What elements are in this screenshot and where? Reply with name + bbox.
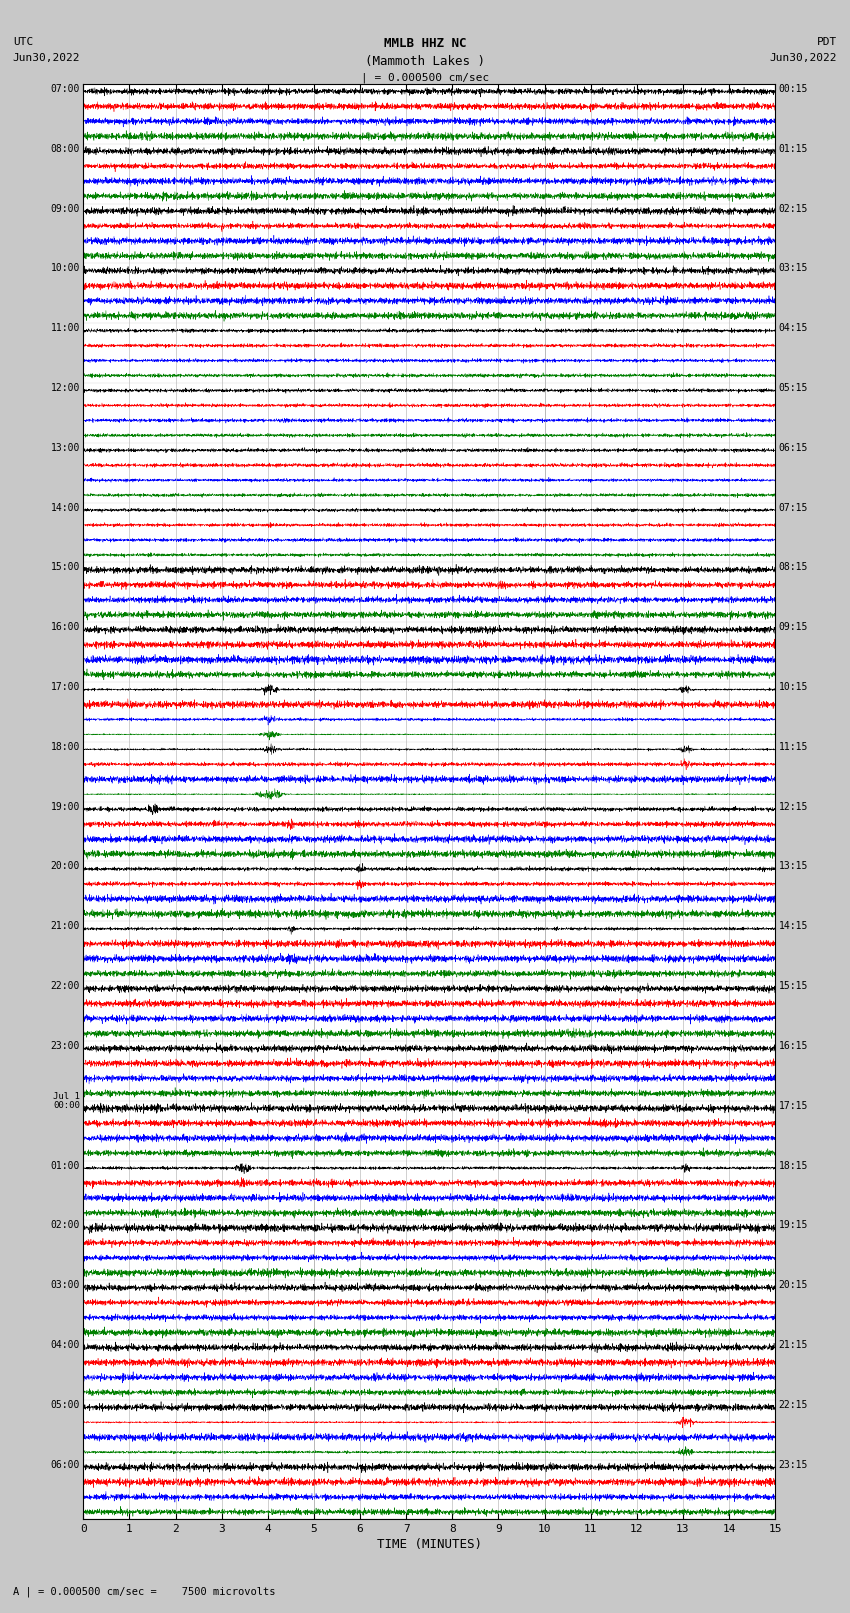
- Text: Jun30,2022: Jun30,2022: [770, 53, 837, 63]
- X-axis label: TIME (MINUTES): TIME (MINUTES): [377, 1539, 482, 1552]
- Text: 23:00: 23:00: [50, 1040, 80, 1052]
- Text: 01:15: 01:15: [779, 144, 808, 153]
- Text: 17:15: 17:15: [779, 1100, 808, 1111]
- Text: 02:00: 02:00: [50, 1221, 80, 1231]
- Text: 19:15: 19:15: [779, 1221, 808, 1231]
- Text: 00:00: 00:00: [53, 1100, 80, 1110]
- Text: 17:00: 17:00: [50, 682, 80, 692]
- Text: 14:00: 14:00: [50, 503, 80, 513]
- Text: 12:15: 12:15: [779, 802, 808, 811]
- Text: UTC: UTC: [13, 37, 33, 47]
- Text: 11:15: 11:15: [779, 742, 808, 752]
- Text: 13:15: 13:15: [779, 861, 808, 871]
- Text: 21:00: 21:00: [50, 921, 80, 931]
- Text: PDT: PDT: [817, 37, 837, 47]
- Text: 18:15: 18:15: [779, 1161, 808, 1171]
- Text: 16:15: 16:15: [779, 1040, 808, 1052]
- Text: 09:00: 09:00: [50, 203, 80, 213]
- Text: 13:00: 13:00: [50, 442, 80, 453]
- Text: 07:15: 07:15: [779, 503, 808, 513]
- Text: 23:15: 23:15: [779, 1460, 808, 1469]
- Text: 10:15: 10:15: [779, 682, 808, 692]
- Text: 04:15: 04:15: [779, 323, 808, 334]
- Text: 20:15: 20:15: [779, 1281, 808, 1290]
- Text: 09:15: 09:15: [779, 623, 808, 632]
- Text: A | = 0.000500 cm/sec =    7500 microvolts: A | = 0.000500 cm/sec = 7500 microvolts: [13, 1586, 275, 1597]
- Text: 10:00: 10:00: [50, 263, 80, 273]
- Text: 11:00: 11:00: [50, 323, 80, 334]
- Text: 05:15: 05:15: [779, 382, 808, 394]
- Text: 15:00: 15:00: [50, 563, 80, 573]
- Text: 15:15: 15:15: [779, 981, 808, 990]
- Text: 06:15: 06:15: [779, 442, 808, 453]
- Text: 22:15: 22:15: [779, 1400, 808, 1410]
- Text: 03:00: 03:00: [50, 1281, 80, 1290]
- Text: 08:15: 08:15: [779, 563, 808, 573]
- Text: 05:00: 05:00: [50, 1400, 80, 1410]
- Text: MMLB HHZ NC: MMLB HHZ NC: [383, 37, 467, 50]
- Text: Jun30,2022: Jun30,2022: [13, 53, 80, 63]
- Text: 04:00: 04:00: [50, 1340, 80, 1350]
- Text: (Mammoth Lakes ): (Mammoth Lakes ): [365, 55, 485, 68]
- Text: 02:15: 02:15: [779, 203, 808, 213]
- Text: | = 0.000500 cm/sec: | = 0.000500 cm/sec: [361, 73, 489, 84]
- Text: 18:00: 18:00: [50, 742, 80, 752]
- Text: 07:00: 07:00: [50, 84, 80, 94]
- Text: 01:00: 01:00: [50, 1161, 80, 1171]
- Text: 20:00: 20:00: [50, 861, 80, 871]
- Text: 19:00: 19:00: [50, 802, 80, 811]
- Text: Jul 1: Jul 1: [53, 1092, 80, 1100]
- Text: 08:00: 08:00: [50, 144, 80, 153]
- Text: 12:00: 12:00: [50, 382, 80, 394]
- Text: 14:15: 14:15: [779, 921, 808, 931]
- Text: 16:00: 16:00: [50, 623, 80, 632]
- Text: 03:15: 03:15: [779, 263, 808, 273]
- Text: 21:15: 21:15: [779, 1340, 808, 1350]
- Text: 06:00: 06:00: [50, 1460, 80, 1469]
- Text: 22:00: 22:00: [50, 981, 80, 990]
- Text: 00:15: 00:15: [779, 84, 808, 94]
